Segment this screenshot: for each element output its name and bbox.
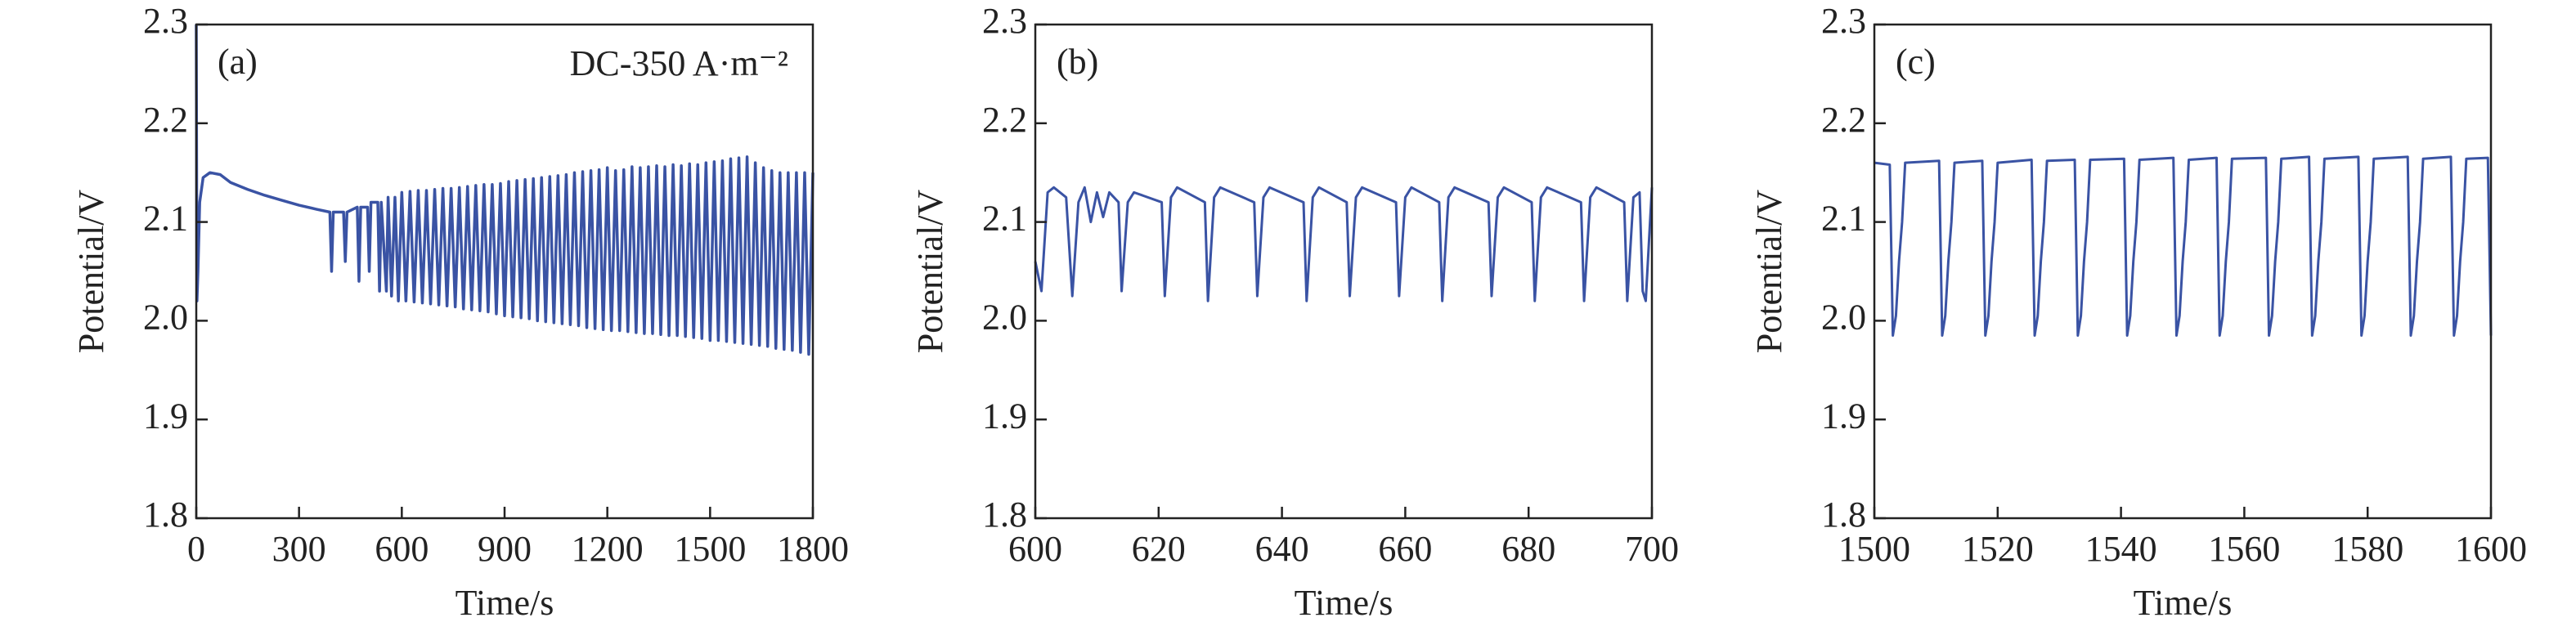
- plot-frame: [1873, 23, 2493, 520]
- x-tick-label: 1500: [674, 529, 746, 569]
- x-tick-label: 1500: [1838, 529, 1910, 569]
- y-tick-label: 2.1: [982, 199, 1027, 239]
- y-tick-label: 2.2: [143, 100, 188, 140]
- y-tick-label: 2.1: [143, 199, 188, 239]
- x-tick-label: 640: [1255, 529, 1309, 569]
- annotation: DC-350 A·m⁻²: [570, 43, 788, 83]
- x-tick-label: 680: [1501, 529, 1555, 569]
- y-tick-label: 1.9: [982, 396, 1027, 436]
- y-tick-label: 1.8: [143, 495, 188, 535]
- x-tick-label: 0: [187, 529, 205, 569]
- x-tick-label: 1520: [1962, 529, 2034, 569]
- y-axis-label: Potential/V: [1749, 190, 1789, 354]
- panel-label: (b): [1057, 42, 1098, 82]
- y-tick-label: 2.2: [982, 100, 1027, 140]
- x-tick-label: 600: [375, 529, 429, 569]
- data-line: [1874, 155, 2493, 338]
- y-tick-label: 2.2: [1821, 100, 1866, 140]
- y-tick-label: 2.3: [143, 1, 188, 41]
- y-tick-label: 2.0: [1821, 297, 1866, 337]
- x-tick-label: 1560: [2208, 529, 2280, 569]
- x-axis-label: Time/s: [456, 583, 554, 623]
- x-tick-label: 1600: [2455, 529, 2527, 569]
- x-tick-label: 1540: [2085, 529, 2157, 569]
- data-line: [1034, 186, 1654, 302]
- y-tick-label: 1.8: [1821, 495, 1866, 535]
- x-tick-label: 900: [478, 529, 532, 569]
- x-tick-label: 1800: [777, 529, 849, 569]
- y-tick-label: 1.9: [143, 396, 188, 436]
- y-tick-label: 2.3: [982, 1, 1027, 41]
- y-tick-label: 1.8: [982, 495, 1027, 535]
- data-line: [195, 24, 815, 356]
- y-tick-label: 2.0: [982, 297, 1027, 337]
- y-tick-label: 2.1: [1821, 199, 1866, 239]
- y-tick-label: 2.3: [1821, 1, 1866, 41]
- x-tick-label: 620: [1132, 529, 1186, 569]
- x-tick-label: 300: [272, 529, 326, 569]
- x-axis-label: Time/s: [1295, 583, 1393, 623]
- x-tick-label: 1580: [2331, 529, 2403, 569]
- y-axis-label: Potential/V: [71, 190, 111, 354]
- y-tick-label: 1.9: [1821, 396, 1866, 436]
- plot-frame: [1034, 23, 1654, 520]
- x-tick-label: 1200: [572, 529, 644, 569]
- y-tick-label: 2.0: [143, 297, 188, 337]
- x-tick-label: 660: [1378, 529, 1432, 569]
- panel-label: (a): [218, 42, 258, 82]
- x-tick-label: 700: [1625, 529, 1679, 569]
- panel-label: (c): [1896, 42, 1936, 82]
- y-axis-label: Potential/V: [910, 190, 950, 354]
- x-tick-label: 600: [1008, 529, 1062, 569]
- x-axis-label: Time/s: [2134, 583, 2233, 623]
